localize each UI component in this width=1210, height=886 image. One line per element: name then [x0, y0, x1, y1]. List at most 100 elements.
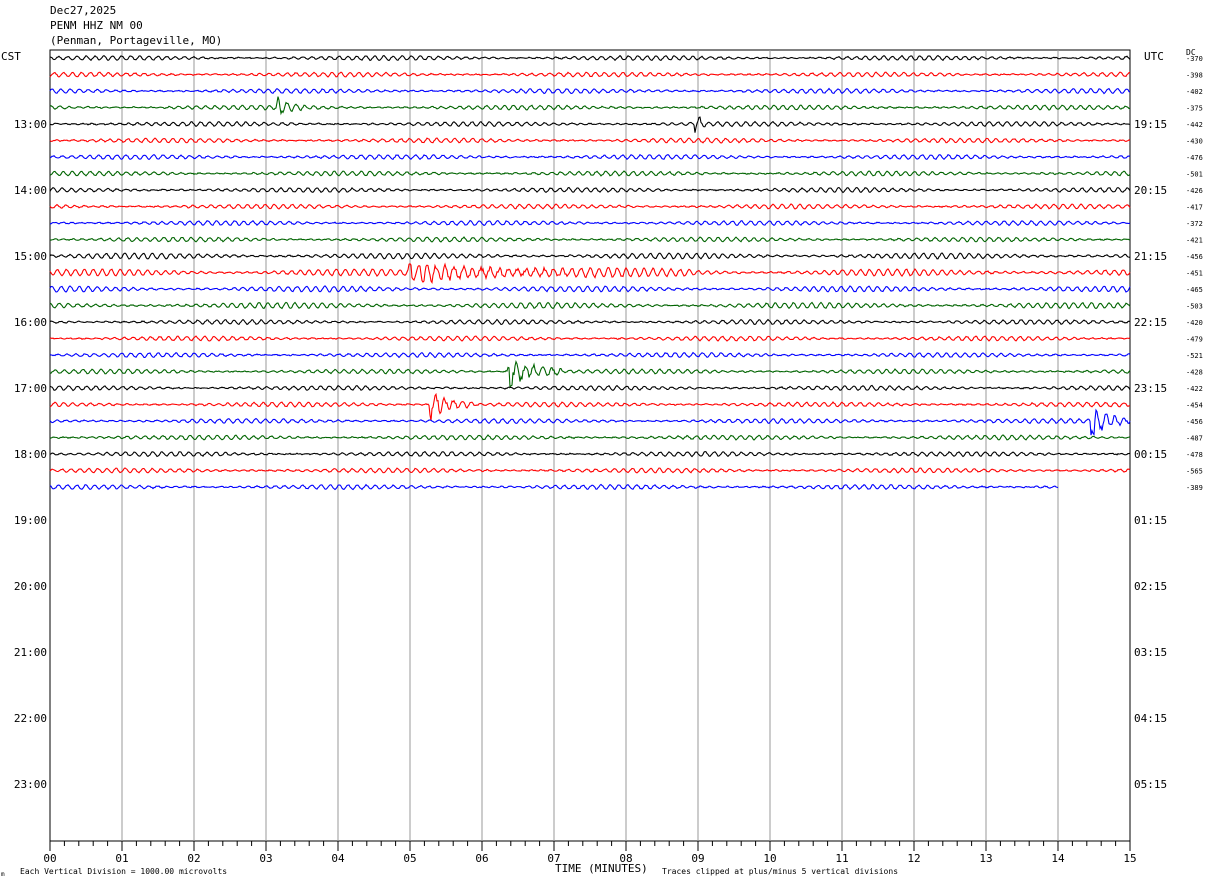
- seismogram-trace: [49, 318, 1131, 326]
- seismogram-trace: [49, 384, 1131, 392]
- left-hour-label: 14:00: [14, 184, 47, 197]
- seismogram-trace: [49, 434, 1131, 441]
- scale-note: Each Vertical Division = 1000.00 microvo…: [20, 867, 228, 876]
- left-hour-label: 19:00: [14, 514, 47, 527]
- seismogram-trace: [49, 252, 1131, 260]
- dc-offset-label: -478: [1186, 451, 1203, 459]
- left-hour-label: 23:00: [14, 778, 47, 791]
- right-hour-label: 00:15: [1134, 448, 1167, 461]
- dc-offset-label: -370: [1186, 55, 1203, 63]
- dc-offset-label: -422: [1186, 385, 1203, 393]
- x-tick-label: 01: [115, 852, 128, 865]
- seismogram-trace: [49, 408, 1131, 436]
- seismogram-trace: [49, 285, 1131, 293]
- x-axis-label: TIME (MINUTES): [555, 862, 648, 875]
- right-hour-label: 01:15: [1134, 514, 1167, 527]
- dc-offset-label: -451: [1186, 270, 1203, 278]
- left-hour-label: 17:00: [14, 382, 47, 395]
- dc-offset-label: -420: [1186, 319, 1203, 327]
- right-hour-label: 21:15: [1134, 250, 1167, 263]
- x-tick-label: 08: [619, 852, 632, 865]
- seismogram-trace: [49, 203, 1131, 210]
- dc-offset-label: -375: [1186, 105, 1203, 113]
- seismogram-trace: [49, 359, 1131, 389]
- dc-offset-label: -476: [1186, 154, 1203, 162]
- clip-note: Traces clipped at plus/minus 5 vertical …: [662, 867, 899, 876]
- seismogram-trace: [49, 137, 1131, 144]
- seismogram-trace: [49, 96, 1131, 116]
- x-tick-label: 00: [43, 852, 56, 865]
- seismogram-trace: [49, 54, 1131, 62]
- seismogram-trace: [49, 236, 1131, 243]
- dc-offset-label: -402: [1186, 88, 1203, 96]
- seismogram-trace: [49, 170, 1131, 177]
- dc-offset-label: -372: [1186, 220, 1203, 228]
- left-hour-label: 15:00: [14, 250, 47, 263]
- x-tick-label: 03: [259, 852, 272, 865]
- right-hour-label: 03:15: [1134, 646, 1167, 659]
- dc-offset-label: -456: [1186, 418, 1203, 426]
- seismogram-trace: [49, 467, 1131, 474]
- dc-column-label: DC: [1186, 48, 1196, 57]
- right-hour-label: 02:15: [1134, 580, 1167, 593]
- station-label: PENM HHZ NM 00: [50, 19, 143, 32]
- plot-frame: [49, 49, 1131, 842]
- dc-offset-label: -501: [1186, 171, 1203, 179]
- x-tick-label: 06: [475, 852, 488, 865]
- seismogram-trace: [49, 483, 1059, 491]
- x-tick-label: 12: [907, 852, 920, 865]
- left-hour-label: 21:00: [14, 646, 47, 659]
- x-tick-label: 14: [1051, 852, 1065, 865]
- right-timezone-label: UTC: [1144, 50, 1164, 63]
- x-tick-label: 04: [331, 852, 345, 865]
- dc-offset-label: -442: [1186, 121, 1203, 129]
- seismogram-trace: [49, 301, 1131, 310]
- x-tick-label: 15: [1123, 852, 1136, 865]
- left-hour-label: 18:00: [14, 448, 47, 461]
- date-label: Dec27,2025: [50, 4, 117, 17]
- right-hour-label: 20:15: [1134, 184, 1167, 197]
- x-tick-label: 11: [835, 852, 848, 865]
- dc-offset-label: -389: [1186, 484, 1203, 492]
- corner-mark: m: [1, 871, 5, 878]
- seismogram-trace: [49, 153, 1131, 161]
- left-hour-label: 13:00: [14, 118, 47, 131]
- dc-offset-label: -417: [1186, 204, 1203, 212]
- right-hour-label: 23:15: [1134, 382, 1167, 395]
- dc-offset-label: -426: [1186, 187, 1203, 195]
- x-tick-label: 10: [763, 852, 776, 865]
- dc-offset-label: -456: [1186, 253, 1203, 261]
- x-tick-label: 05: [403, 852, 416, 865]
- left-hour-label: 22:00: [14, 712, 47, 725]
- dc-offset-label: -454: [1186, 402, 1203, 410]
- dc-offset-label: -503: [1186, 303, 1203, 311]
- x-tick-label: 02: [187, 852, 200, 865]
- seismogram-trace: [49, 335, 1131, 342]
- dc-offset-label: -430: [1186, 138, 1203, 146]
- right-hour-label: 05:15: [1134, 778, 1167, 791]
- seismogram-trace: [49, 186, 1131, 194]
- seismogram-trace: [49, 392, 1131, 421]
- x-tick-label: 07: [547, 852, 560, 865]
- seismogram-trace: [49, 87, 1131, 95]
- seismogram-trace: [49, 71, 1131, 78]
- dc-offset-label: -398: [1186, 72, 1203, 80]
- seismogram-trace: [49, 116, 1131, 133]
- right-hour-label: 22:15: [1134, 316, 1167, 329]
- x-tick-label: 09: [691, 852, 704, 865]
- left-timezone-label: CST: [1, 50, 21, 63]
- seismogram-trace: [49, 450, 1131, 458]
- dc-offset-label: -479: [1186, 336, 1203, 344]
- right-hour-label: 04:15: [1134, 712, 1167, 725]
- dc-offset-label: -421: [1186, 237, 1203, 245]
- location-label: (Penman, Portageville, MO): [50, 34, 223, 47]
- left-hour-label: 16:00: [14, 316, 47, 329]
- dc-offset-label: -465: [1186, 286, 1203, 294]
- dc-offset-label: -487: [1186, 435, 1203, 443]
- right-hour-label: 19:15: [1134, 118, 1167, 131]
- seismogram-trace: [49, 219, 1131, 227]
- dc-offset-label: -565: [1186, 468, 1203, 476]
- dc-offset-label: -521: [1186, 352, 1203, 360]
- dc-offset-label: -428: [1186, 369, 1203, 377]
